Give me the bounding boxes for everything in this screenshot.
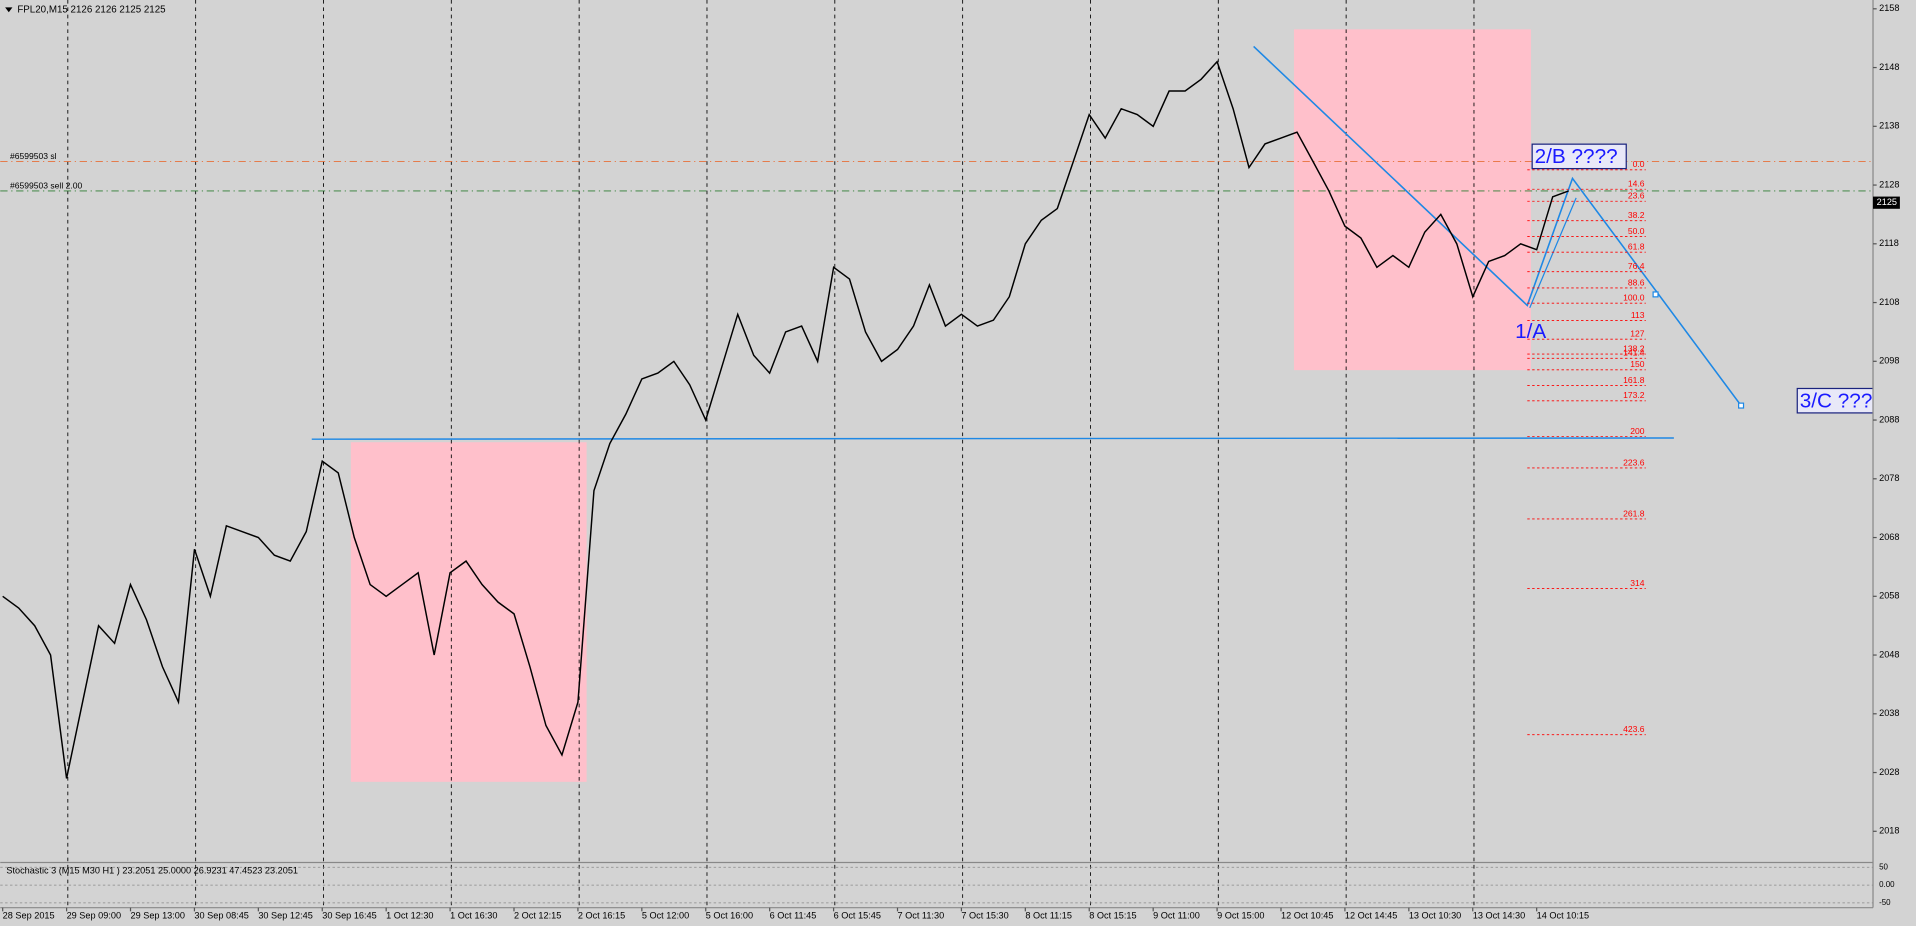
y-tick-label: 2118 xyxy=(1879,238,1899,248)
x-tick-label: 1 Oct 16:30 xyxy=(450,911,497,921)
fib-label: 50.0 xyxy=(1628,226,1645,236)
annotation: 3/C ??? xyxy=(1800,389,1873,412)
x-tick-label: 28 Sep 2015 xyxy=(3,911,55,921)
x-tick-label: 12 Oct 10:45 xyxy=(1281,911,1333,921)
y-tick-label: 2028 xyxy=(1879,767,1899,777)
handle xyxy=(1738,402,1745,409)
x-tick-label: 29 Sep 09:00 xyxy=(67,911,121,921)
x-tick-label: 30 Sep 08:45 xyxy=(194,911,248,921)
y-tick-label: 2158 xyxy=(1879,3,1899,13)
fib-label: 113 xyxy=(1631,310,1645,320)
y-tick-label: 2148 xyxy=(1879,62,1899,72)
x-tick-label: 6 Oct 15:45 xyxy=(834,911,881,921)
y-tick-label: 2068 xyxy=(1879,532,1899,542)
fib-label: 23.6 xyxy=(1628,191,1645,201)
x-tick-label: 13 Oct 14:30 xyxy=(1473,911,1525,921)
annotation-group: 3/C ??? xyxy=(1796,387,1874,414)
fib-label: 127 xyxy=(1630,329,1645,339)
indicator-tick-label: 0.00 xyxy=(1879,880,1895,889)
y-tick-label: 2088 xyxy=(1879,414,1899,424)
y-tick-label: 2048 xyxy=(1879,649,1899,659)
x-tick-label: 9 Oct 15:00 xyxy=(1217,911,1264,921)
fib-label: 423.6 xyxy=(1623,724,1645,734)
price-line xyxy=(2,60,1569,779)
fib-label: 150 xyxy=(1630,359,1645,369)
x-tick-label: 14 Oct 10:15 xyxy=(1537,911,1589,921)
x-tick-label: 9 Oct 11:00 xyxy=(1153,911,1200,921)
x-tick-label: 1 Oct 12:30 xyxy=(386,911,433,921)
x-tick-label: 12 Oct 14:45 xyxy=(1345,911,1397,921)
fib-label: 261.8 xyxy=(1623,508,1645,518)
handle xyxy=(1652,291,1659,298)
annotation-box xyxy=(1531,143,1627,170)
annotation: 1/A xyxy=(1515,320,1546,343)
x-tick-label: 8 Oct 11:15 xyxy=(1025,911,1072,921)
fib-label: 161.8 xyxy=(1623,375,1645,385)
indicator-tick-label: 50 xyxy=(1879,862,1888,871)
fib-label: 61.8 xyxy=(1628,242,1645,252)
x-tick-label: 2 Oct 12:15 xyxy=(514,911,561,921)
x-tick-label: 5 Oct 16:00 xyxy=(706,911,753,921)
fib-label: 76.4 xyxy=(1628,261,1645,271)
chart-title: FPL20,M15 2126 2126 2125 2125 xyxy=(17,4,166,15)
fib-label: 100.0 xyxy=(1623,293,1645,303)
annotation: 2/B ???? xyxy=(1535,145,1618,168)
support-line xyxy=(311,437,1674,440)
x-tick-label: 2 Oct 16:15 xyxy=(578,911,625,921)
fib-label: 138.2 xyxy=(1623,343,1645,353)
x-tick-label: 30 Sep 16:45 xyxy=(322,911,376,921)
x-tick-label: 29 Sep 13:00 xyxy=(131,911,185,921)
y-tick-label: 2098 xyxy=(1879,356,1899,366)
zone xyxy=(1293,29,1531,371)
indicator-title: Stochastic 3 (M15 M30 H1 ) 23.2051 25.00… xyxy=(6,865,298,875)
fib-label: 314 xyxy=(1630,578,1645,588)
fib-label: 173.2 xyxy=(1623,390,1645,400)
wave-line xyxy=(1529,197,1577,309)
y-tick-label: 2038 xyxy=(1879,708,1899,718)
y-tick-label: 2058 xyxy=(1879,591,1899,601)
fib-label: 0.0 xyxy=(1633,159,1645,169)
price-marker xyxy=(1873,196,1900,209)
fib-label: 200 xyxy=(1630,426,1645,436)
order-label: #6599503 sl xyxy=(10,151,57,161)
x-tick-label: 6 Oct 11:45 xyxy=(770,911,817,921)
y-tick-label: 2108 xyxy=(1879,297,1899,307)
indicator-tick-label: -50 xyxy=(1879,898,1891,907)
x-tick-label: 8 Oct 15:15 xyxy=(1089,911,1136,921)
price-marker-label: 2125 xyxy=(1877,197,1897,207)
annotation-box xyxy=(1796,387,1874,414)
y-tick-label: 2078 xyxy=(1879,473,1899,483)
y-tick-label: 2018 xyxy=(1879,826,1899,836)
fib-label: 14.6 xyxy=(1628,179,1645,189)
menu-icon xyxy=(5,7,13,13)
zone xyxy=(350,442,587,782)
x-tick-label: 30 Sep 12:45 xyxy=(258,911,312,921)
x-tick-label: 7 Oct 15:30 xyxy=(961,911,1008,921)
x-tick-label: 5 Oct 12:00 xyxy=(642,911,689,921)
fib-label: 88.6 xyxy=(1628,277,1645,287)
y-tick-label: 2138 xyxy=(1879,121,1899,131)
fib-label: 38.2 xyxy=(1628,210,1645,220)
y-tick-label: 2128 xyxy=(1879,179,1899,189)
x-tick-label: 7 Oct 11:30 xyxy=(898,911,945,921)
fib-label: 223.6 xyxy=(1623,457,1645,467)
order-label: #6599503 sell 2.00 xyxy=(10,180,82,190)
x-tick-label: 13 Oct 10:30 xyxy=(1409,911,1461,921)
fib-label: 141.4 xyxy=(1623,348,1645,358)
